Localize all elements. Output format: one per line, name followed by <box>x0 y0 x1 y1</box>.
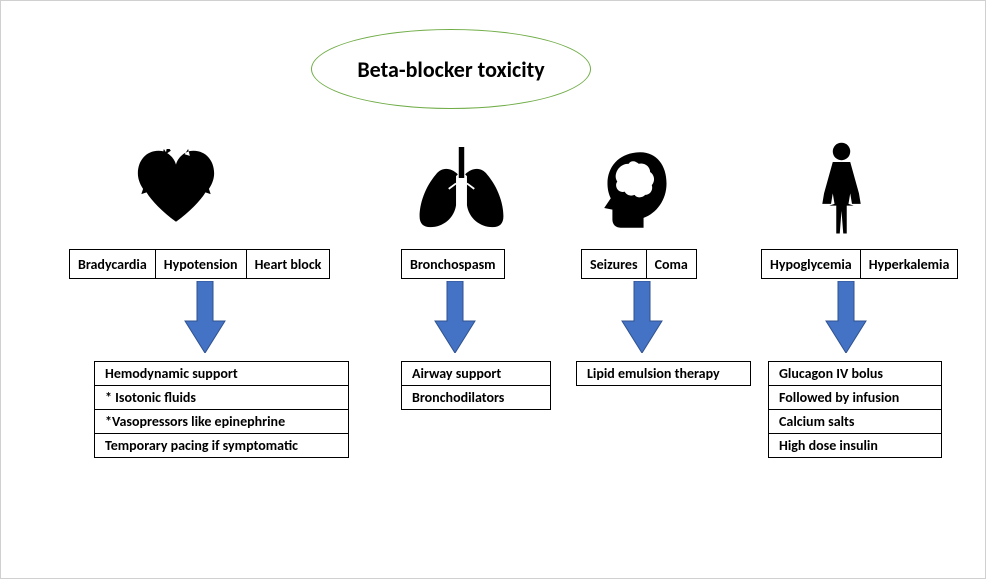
title-ellipse: Beta-blocker toxicity <box>311 29 591 109</box>
lungs-treatment: Airway supportBronchodilators <box>401 361 551 410</box>
heart-treatment-line: * Isotonic fluids <box>95 386 348 410</box>
brain-symptom-cell: Seizures <box>582 250 647 278</box>
brain-arrow <box>621 281 663 353</box>
lungs-treatment-line: Airway support <box>402 362 550 386</box>
diagram-canvas: Beta-blocker toxicity BradycardiaHypoten… <box>0 0 986 579</box>
heart-treatment-line: Temporary pacing if symptomatic <box>95 434 348 457</box>
lungs-symptoms: Bronchospasm <box>401 249 505 279</box>
heart-symptoms: BradycardiaHypotensionHeart block <box>69 249 330 279</box>
person-treatment-line: Glucagon IV bolus <box>769 362 941 386</box>
person-icon <box>814 141 869 237</box>
lungs-treatment-line: Bronchodilators <box>402 386 550 409</box>
lungs-arrow <box>434 281 476 353</box>
person-treatment: Glucagon IV bolusFollowed by infusionCal… <box>768 361 942 458</box>
heart-icon <box>131 149 221 227</box>
heart-treatment-line: Hemodynamic support <box>95 362 348 386</box>
person-treatment-line: High dose insulin <box>769 434 941 457</box>
heart-symptom-cell: Heart block <box>247 250 330 278</box>
brain-treatment: Lipid emulsion therapy <box>576 361 751 386</box>
lungs-symptom-cell: Bronchospasm <box>402 250 504 278</box>
person-arrow <box>825 281 867 353</box>
lungs-icon <box>414 147 509 229</box>
brain-icon <box>596 149 678 231</box>
heart-arrow <box>184 281 226 353</box>
person-treatment-line: Followed by infusion <box>769 386 941 410</box>
heart-treatment: Hemodynamic support* Isotonic fluids*Vas… <box>94 361 349 458</box>
heart-symptom-cell: Bradycardia <box>70 250 156 278</box>
heart-symptom-cell: Hypotension <box>156 250 247 278</box>
person-symptom-cell: Hyperkalemia <box>861 250 958 278</box>
brain-treatment-line: Lipid emulsion therapy <box>577 362 750 385</box>
heart-treatment-line: *Vasopressors like epinephrine <box>95 410 348 434</box>
brain-symptom-cell: Coma <box>647 250 696 278</box>
person-treatment-line: Calcium salts <box>769 410 941 434</box>
title-text: Beta-blocker toxicity <box>357 56 544 83</box>
brain-symptoms: SeizuresComa <box>581 249 697 279</box>
person-symptom-cell: Hypoglycemia <box>762 250 861 278</box>
person-symptoms: HypoglycemiaHyperkalemia <box>761 249 958 279</box>
